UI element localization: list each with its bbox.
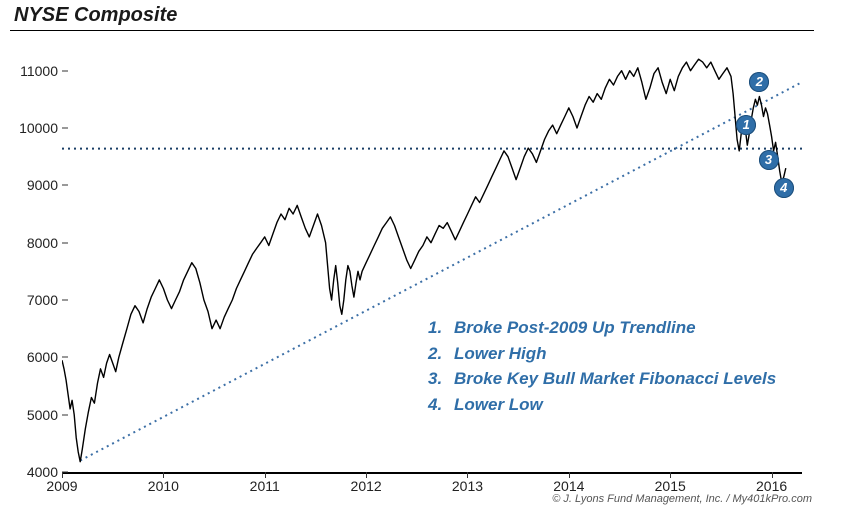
- y-tick-mark: [62, 128, 68, 129]
- annotation-marker: 2: [749, 72, 769, 92]
- x-tick-mark: [163, 472, 164, 478]
- y-tick-label: 9000: [12, 177, 58, 193]
- legend-item: 2.Lower High: [428, 341, 776, 367]
- annotation-marker: 3: [759, 150, 779, 170]
- annotation-marker: 4: [774, 178, 794, 198]
- annotation-legend: 1.Broke Post-2009 Up Trendline 2.Lower H…: [428, 315, 776, 417]
- y-tick-mark: [62, 300, 68, 301]
- x-axis-line: [62, 472, 802, 474]
- x-tick-mark: [366, 472, 367, 478]
- x-tick-mark: [670, 472, 671, 478]
- x-tick-mark: [569, 472, 570, 478]
- y-tick-label: 6000: [12, 349, 58, 365]
- title-underline: [10, 30, 814, 31]
- x-tick-label: 2010: [148, 478, 179, 494]
- y-tick-mark: [62, 414, 68, 415]
- legend-item: 3.Broke Key Bull Market Fibonacci Levels: [428, 366, 776, 392]
- x-tick-mark: [265, 472, 266, 478]
- annotation-marker: 1: [736, 115, 756, 135]
- legend-item: 1.Broke Post-2009 Up Trendline: [428, 315, 776, 341]
- x-tick-label: 2016: [756, 478, 787, 494]
- x-tick-label: 2013: [452, 478, 483, 494]
- y-tick-label: 11000: [12, 63, 58, 79]
- x-tick-mark: [467, 472, 468, 478]
- x-tick-mark: [772, 472, 773, 478]
- x-tick-label: 2015: [655, 478, 686, 494]
- x-tick-label: 2012: [351, 478, 382, 494]
- y-tick-mark: [62, 70, 68, 71]
- y-tick-mark: [62, 357, 68, 358]
- legend-item: 4.Lower Low: [428, 392, 776, 418]
- y-tick-mark: [62, 185, 68, 186]
- x-tick-label: 2011: [250, 478, 280, 494]
- x-tick-label: 2014: [553, 478, 584, 494]
- y-tick-label: 10000: [12, 120, 58, 136]
- x-tick-label: 2009: [46, 478, 77, 494]
- attribution-text: © J. Lyons Fund Management, Inc. / My401…: [552, 493, 812, 505]
- chart-title: NYSE Composite: [14, 4, 177, 27]
- y-tick-label: 5000: [12, 407, 58, 423]
- y-tick-label: 8000: [12, 235, 58, 251]
- y-tick-mark: [62, 242, 68, 243]
- x-tick-mark: [62, 472, 63, 478]
- y-tick-label: 7000: [12, 292, 58, 308]
